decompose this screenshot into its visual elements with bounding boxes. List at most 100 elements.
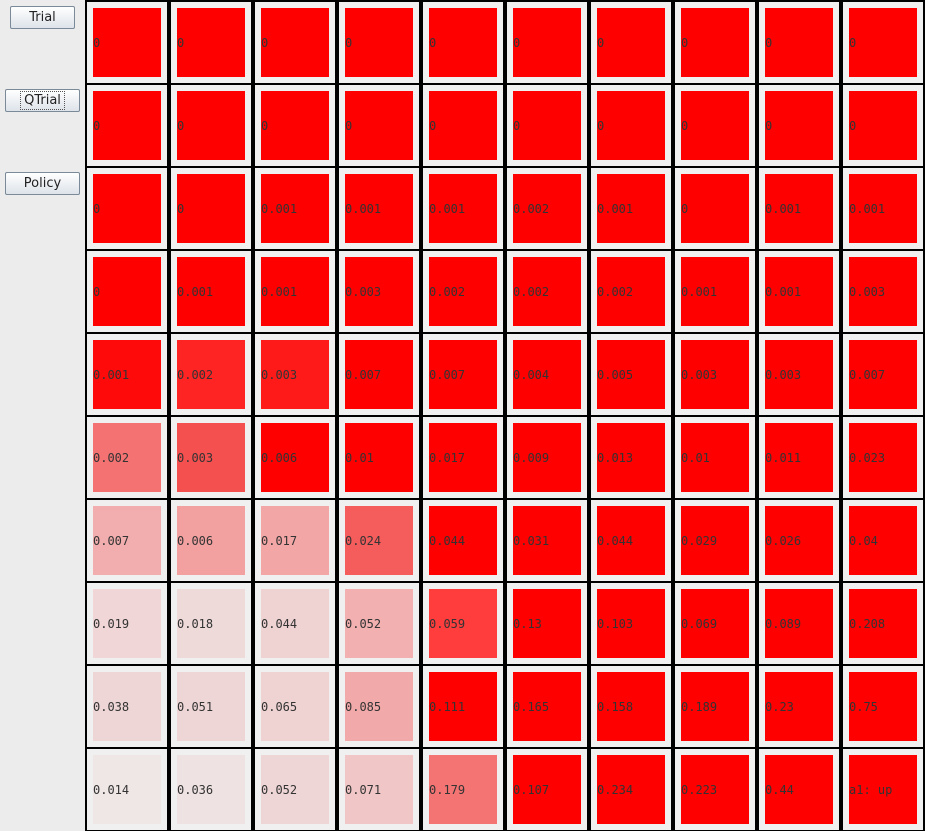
grid-cell: 0: [507, 85, 587, 166]
grid-cell: 0.044: [423, 500, 503, 581]
cell-color-swatch: [681, 91, 749, 160]
cell-value: 0.023: [849, 450, 886, 465]
cell-value: 0: [681, 118, 689, 133]
grid-cell: 0.031: [507, 500, 587, 581]
grid-cell: 0: [843, 2, 923, 83]
cell-value: 0.024: [345, 533, 382, 548]
cell-value: 0.007: [429, 367, 466, 382]
cell-value: 0.052: [345, 616, 382, 631]
cell-value: 0.017: [261, 533, 298, 548]
cell-color-swatch: [93, 755, 161, 824]
cell-color-swatch: [849, 257, 917, 326]
cell-color-swatch: [513, 340, 581, 409]
grid-cell: 0.003: [255, 334, 335, 415]
grid-cell: 0.165: [507, 666, 587, 747]
cell-value: 0: [681, 201, 689, 216]
cell-color-swatch: [681, 506, 749, 575]
grid-cell: 0.065: [255, 666, 335, 747]
cell-color-swatch: [93, 340, 161, 409]
cell-value: 0.017: [429, 450, 466, 465]
cell-value: 0: [597, 118, 605, 133]
cell-value: 0.051: [177, 699, 214, 714]
cell-color-swatch: [93, 589, 161, 658]
cell-value: 0.031: [513, 533, 550, 548]
qtrial-button[interactable]: QTrial: [5, 89, 80, 112]
grid-cell: 0: [87, 251, 167, 332]
cell-color-swatch: [261, 340, 329, 409]
grid-cell: 0.107: [507, 749, 587, 830]
grid-cell: 0.071: [339, 749, 419, 830]
grid-cell: 0: [843, 85, 923, 166]
cell-value: 0: [429, 35, 437, 50]
grid-cell: 0: [87, 85, 167, 166]
cell-value: 0.004: [513, 367, 550, 382]
cell-value: 0.003: [177, 450, 214, 465]
grid-cell: 0.007: [843, 334, 923, 415]
grid-cell: 0.017: [255, 500, 335, 581]
policy-button[interactable]: Policy: [5, 172, 80, 195]
cell-color-swatch: [681, 257, 749, 326]
policy-button-label: Policy: [23, 176, 62, 191]
cell-value: 0: [93, 201, 101, 216]
cell-color-swatch: [177, 589, 245, 658]
cell-color-swatch: [345, 257, 413, 326]
grid-cell: 0.001: [759, 168, 839, 249]
cell-color-swatch: [597, 340, 665, 409]
cell-color-swatch: [597, 91, 665, 160]
cell-color-swatch: [345, 755, 413, 824]
grid-cell: 0.01: [339, 417, 419, 498]
grid-cell: 0.111: [423, 666, 503, 747]
cell-value: 0.01: [345, 450, 374, 465]
grid-cell: 0.189: [675, 666, 755, 747]
cell-value: 0.006: [261, 450, 298, 465]
grid-cell: 0.051: [171, 666, 251, 747]
grid-cell: 0.001: [255, 168, 335, 249]
grid-cell: 0.23: [759, 666, 839, 747]
cell-color-swatch: [93, 672, 161, 741]
cell-color-swatch: [513, 672, 581, 741]
cell-color-swatch: [849, 8, 917, 77]
cell-value: 0: [849, 35, 857, 50]
cell-color-swatch: [261, 257, 329, 326]
grid-cell: 0.001: [675, 251, 755, 332]
cell-color-swatch: [681, 672, 749, 741]
grid-cell: 0.001: [255, 251, 335, 332]
grid-cell: 0.003: [675, 334, 755, 415]
cell-value: 0.003: [849, 284, 886, 299]
cell-color-swatch: [765, 589, 833, 658]
grid-cell: 0.001: [423, 168, 503, 249]
grid-cell: 0: [675, 2, 755, 83]
grid-cell: 0: [675, 168, 755, 249]
grid-cell: 0.052: [339, 583, 419, 664]
cell-color-swatch: [345, 340, 413, 409]
cell-value: 0.065: [261, 699, 298, 714]
cell-value: 0.002: [597, 284, 634, 299]
cell-value: 0.44: [765, 782, 794, 797]
cell-color-swatch: [429, 91, 497, 160]
grid-cell: 0.006: [255, 417, 335, 498]
grid-cell: 0: [87, 2, 167, 83]
cell-color-swatch: [345, 174, 413, 243]
grid-cell: 0: [171, 85, 251, 166]
grid-cell: 0: [255, 85, 335, 166]
cell-value: 0.013: [597, 450, 634, 465]
cell-value: 0.018: [177, 616, 214, 631]
grid-cell: 0.234: [591, 749, 671, 830]
cell-color-swatch: [513, 91, 581, 160]
trial-button[interactable]: Trial: [10, 6, 75, 29]
grid-cell: 0.001: [843, 168, 923, 249]
cell-value: 0: [93, 284, 101, 299]
cell-color-swatch: [513, 174, 581, 243]
cell-color-swatch: [849, 91, 917, 160]
cell-value: 0.089: [765, 616, 802, 631]
cell-color-swatch: [765, 257, 833, 326]
cell-value: 0.036: [177, 782, 214, 797]
cell-value: 0.044: [261, 616, 298, 631]
cell-color-swatch: [765, 340, 833, 409]
grid-cell: 0.01: [675, 417, 755, 498]
cell-value: 0.069: [681, 616, 718, 631]
cell-value: 0.01: [681, 450, 710, 465]
cell-color-swatch: [765, 8, 833, 77]
grid-cell: 0.003: [171, 417, 251, 498]
cell-color-swatch: [849, 340, 917, 409]
